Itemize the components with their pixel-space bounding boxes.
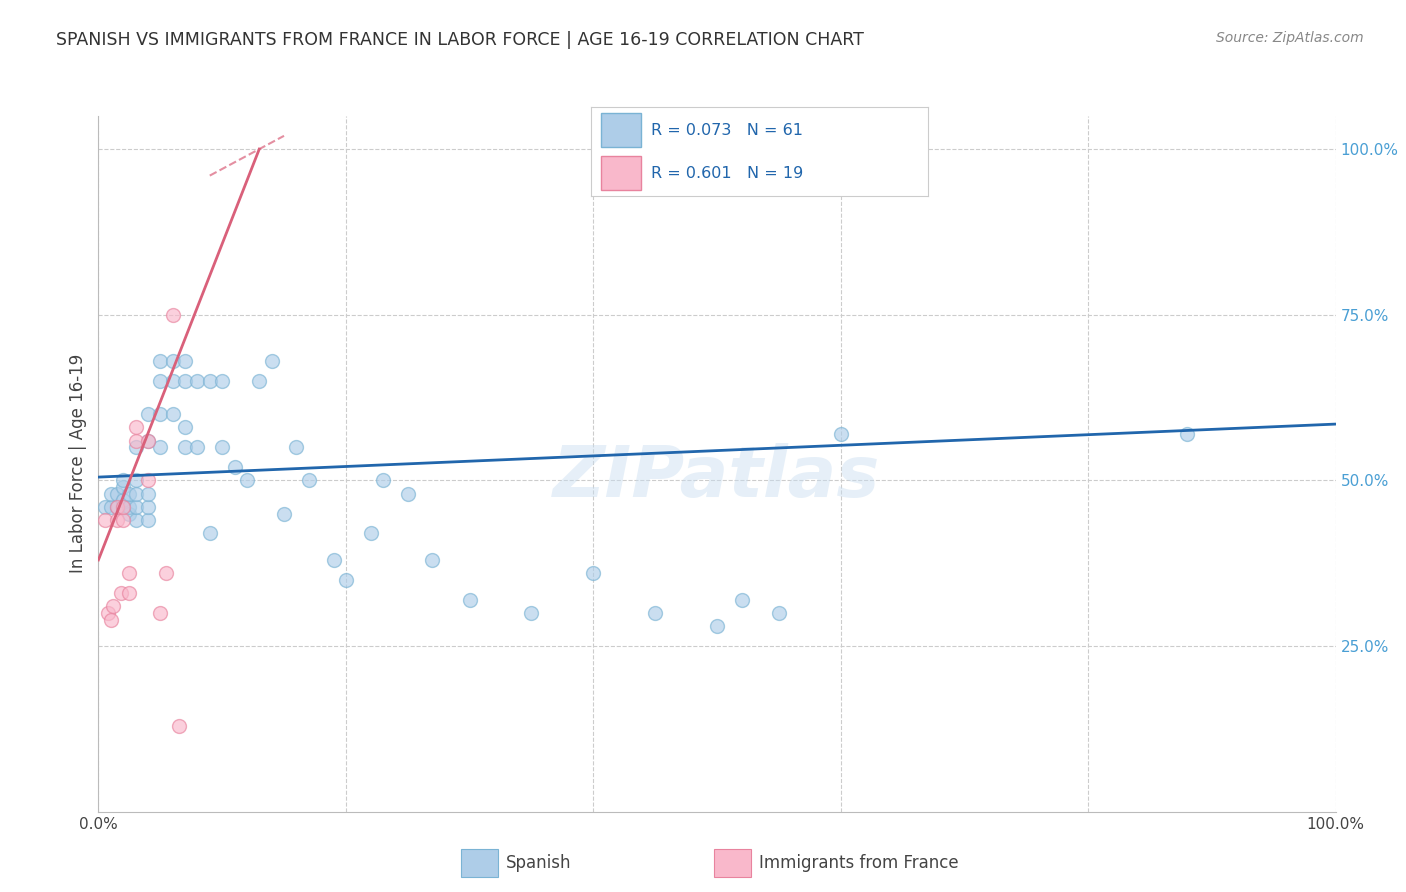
Text: Spanish: Spanish (506, 854, 572, 872)
Point (458, 592, 481, 607)
Point (118, 566, 141, 581)
Point (124, 434, 146, 448)
Point (273, 507, 295, 521)
Point (118, 586, 141, 600)
Point (136, 474, 159, 488)
Point (174, 374, 197, 388)
Point (830, 427, 852, 442)
Text: Source: ZipAtlas.com: Source: ZipAtlas.com (1216, 31, 1364, 45)
Text: SPANISH VS IMMIGRANTS FROM FRANCE IN LABOR FORCE | AGE 16-19 CORRELATION CHART: SPANISH VS IMMIGRANTS FROM FRANCE IN LAB… (56, 31, 865, 49)
Point (124, 500, 146, 514)
Point (211, 440, 233, 454)
Point (93, 500, 115, 514)
Point (136, 486, 159, 500)
Point (136, 434, 159, 448)
Point (149, 374, 172, 388)
Point (136, 500, 159, 514)
Point (247, 374, 270, 388)
Y-axis label: In Labor Force | Age 16-19: In Labor Force | Age 16-19 (69, 354, 87, 574)
Point (174, 440, 197, 454)
Point (422, 553, 444, 567)
Point (124, 440, 146, 454)
Point (211, 374, 233, 388)
Point (768, 606, 790, 620)
Point (124, 474, 146, 488)
Point (260, 354, 283, 368)
Text: ZIPatlas: ZIPatlas (554, 443, 880, 512)
Point (124, 513, 146, 527)
Point (149, 440, 172, 454)
Point (149, 407, 172, 421)
Point (112, 474, 135, 488)
Point (112, 500, 135, 514)
Point (149, 606, 172, 620)
Point (118, 500, 141, 514)
Point (105, 486, 128, 500)
Bar (600, 113, 641, 147)
Point (124, 486, 146, 500)
Point (118, 507, 141, 521)
Point (136, 513, 159, 527)
Point (285, 440, 308, 454)
Bar (600, 156, 641, 190)
Point (322, 553, 344, 567)
Point (100, 500, 122, 514)
Point (162, 374, 184, 388)
Point (371, 474, 394, 488)
Point (112, 500, 135, 514)
Bar (714, 849, 751, 877)
Point (174, 354, 197, 368)
Bar (461, 849, 498, 877)
Point (136, 407, 159, 421)
Point (105, 500, 128, 514)
Point (520, 606, 543, 620)
Point (112, 513, 135, 527)
Point (112, 480, 135, 494)
Point (644, 606, 666, 620)
Point (110, 586, 132, 600)
Point (167, 718, 190, 732)
Point (582, 566, 605, 581)
Point (298, 474, 321, 488)
Point (236, 474, 259, 488)
Point (1175, 427, 1198, 442)
Point (360, 526, 382, 541)
Point (174, 420, 197, 434)
Point (162, 407, 184, 421)
Point (155, 566, 177, 581)
Text: R = 0.601   N = 19: R = 0.601 N = 19 (651, 166, 803, 180)
Point (162, 308, 184, 322)
Point (118, 486, 141, 500)
Point (136, 434, 159, 448)
Point (97, 606, 120, 620)
Point (224, 460, 246, 475)
Point (105, 500, 128, 514)
Point (103, 599, 125, 614)
Point (198, 374, 221, 388)
Point (186, 440, 208, 454)
Point (100, 486, 122, 500)
Point (149, 354, 172, 368)
Point (335, 573, 357, 587)
Point (162, 354, 184, 368)
Point (93, 513, 115, 527)
Point (112, 493, 135, 508)
Point (105, 513, 128, 527)
Text: R = 0.073   N = 61: R = 0.073 N = 61 (651, 123, 803, 137)
Point (186, 374, 208, 388)
Point (731, 592, 754, 607)
Point (100, 613, 122, 627)
Point (124, 420, 146, 434)
Text: Immigrants from France: Immigrants from France (759, 854, 959, 872)
Point (396, 486, 419, 500)
Point (198, 526, 221, 541)
Point (706, 619, 728, 633)
